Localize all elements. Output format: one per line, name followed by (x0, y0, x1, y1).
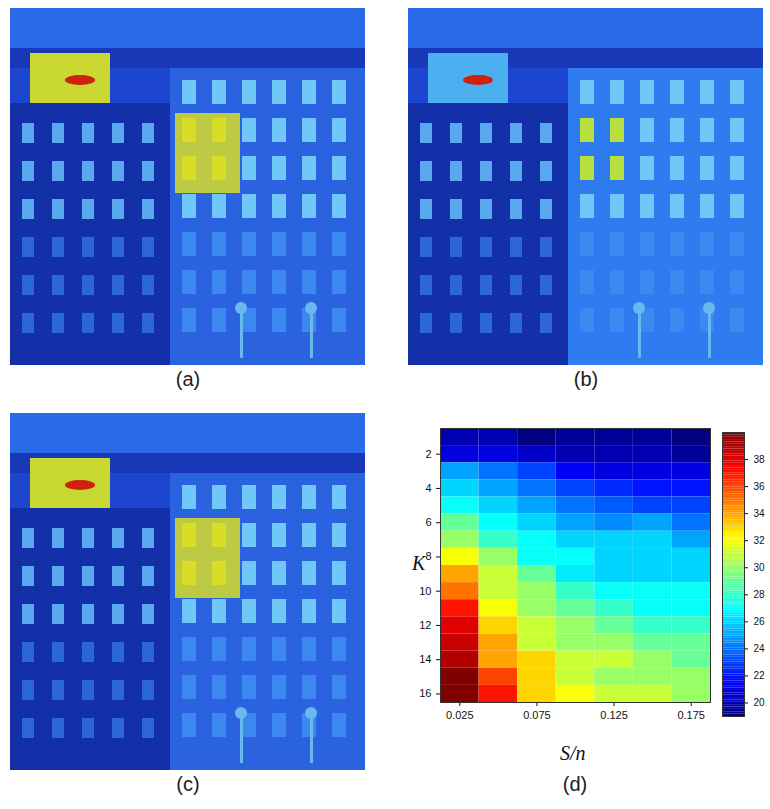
svg-text:6: 6 (425, 516, 431, 528)
svg-text:0.075: 0.075 (523, 709, 551, 721)
svg-text:10: 10 (419, 585, 431, 597)
svg-text:0.125: 0.125 (600, 709, 628, 721)
html-text:K: K (412, 552, 426, 574)
svg-text:32: 32 (754, 535, 766, 546)
svg-text:4: 4 (425, 482, 431, 494)
svg-text:28: 28 (754, 589, 766, 600)
svg-text:24: 24 (754, 643, 766, 654)
svg-text:20: 20 (754, 697, 766, 708)
html-text:(c): (c) (176, 773, 200, 795)
svg-text:30: 30 (754, 562, 766, 573)
svg-text:36: 36 (754, 481, 766, 492)
html-text:(a): (a) (175, 368, 201, 390)
svg-text:34: 34 (754, 508, 766, 519)
svg-text:26: 26 (754, 616, 766, 627)
svg-text:38: 38 (754, 454, 766, 465)
svg-text:8: 8 (425, 550, 431, 562)
html-text:(d): (d) (562, 773, 588, 795)
svg-text:0.175: 0.175 (677, 709, 705, 721)
html-text:(b): (b) (573, 368, 599, 390)
svg-text:12: 12 (419, 619, 431, 631)
svg-text:2: 2 (425, 448, 431, 460)
html-text:S/n: S/n (560, 742, 586, 764)
svg-text:0.025: 0.025 (446, 709, 474, 721)
svg-text:14: 14 (419, 653, 431, 665)
svg-text:16: 16 (419, 687, 431, 699)
svg-text:22: 22 (754, 670, 766, 681)
